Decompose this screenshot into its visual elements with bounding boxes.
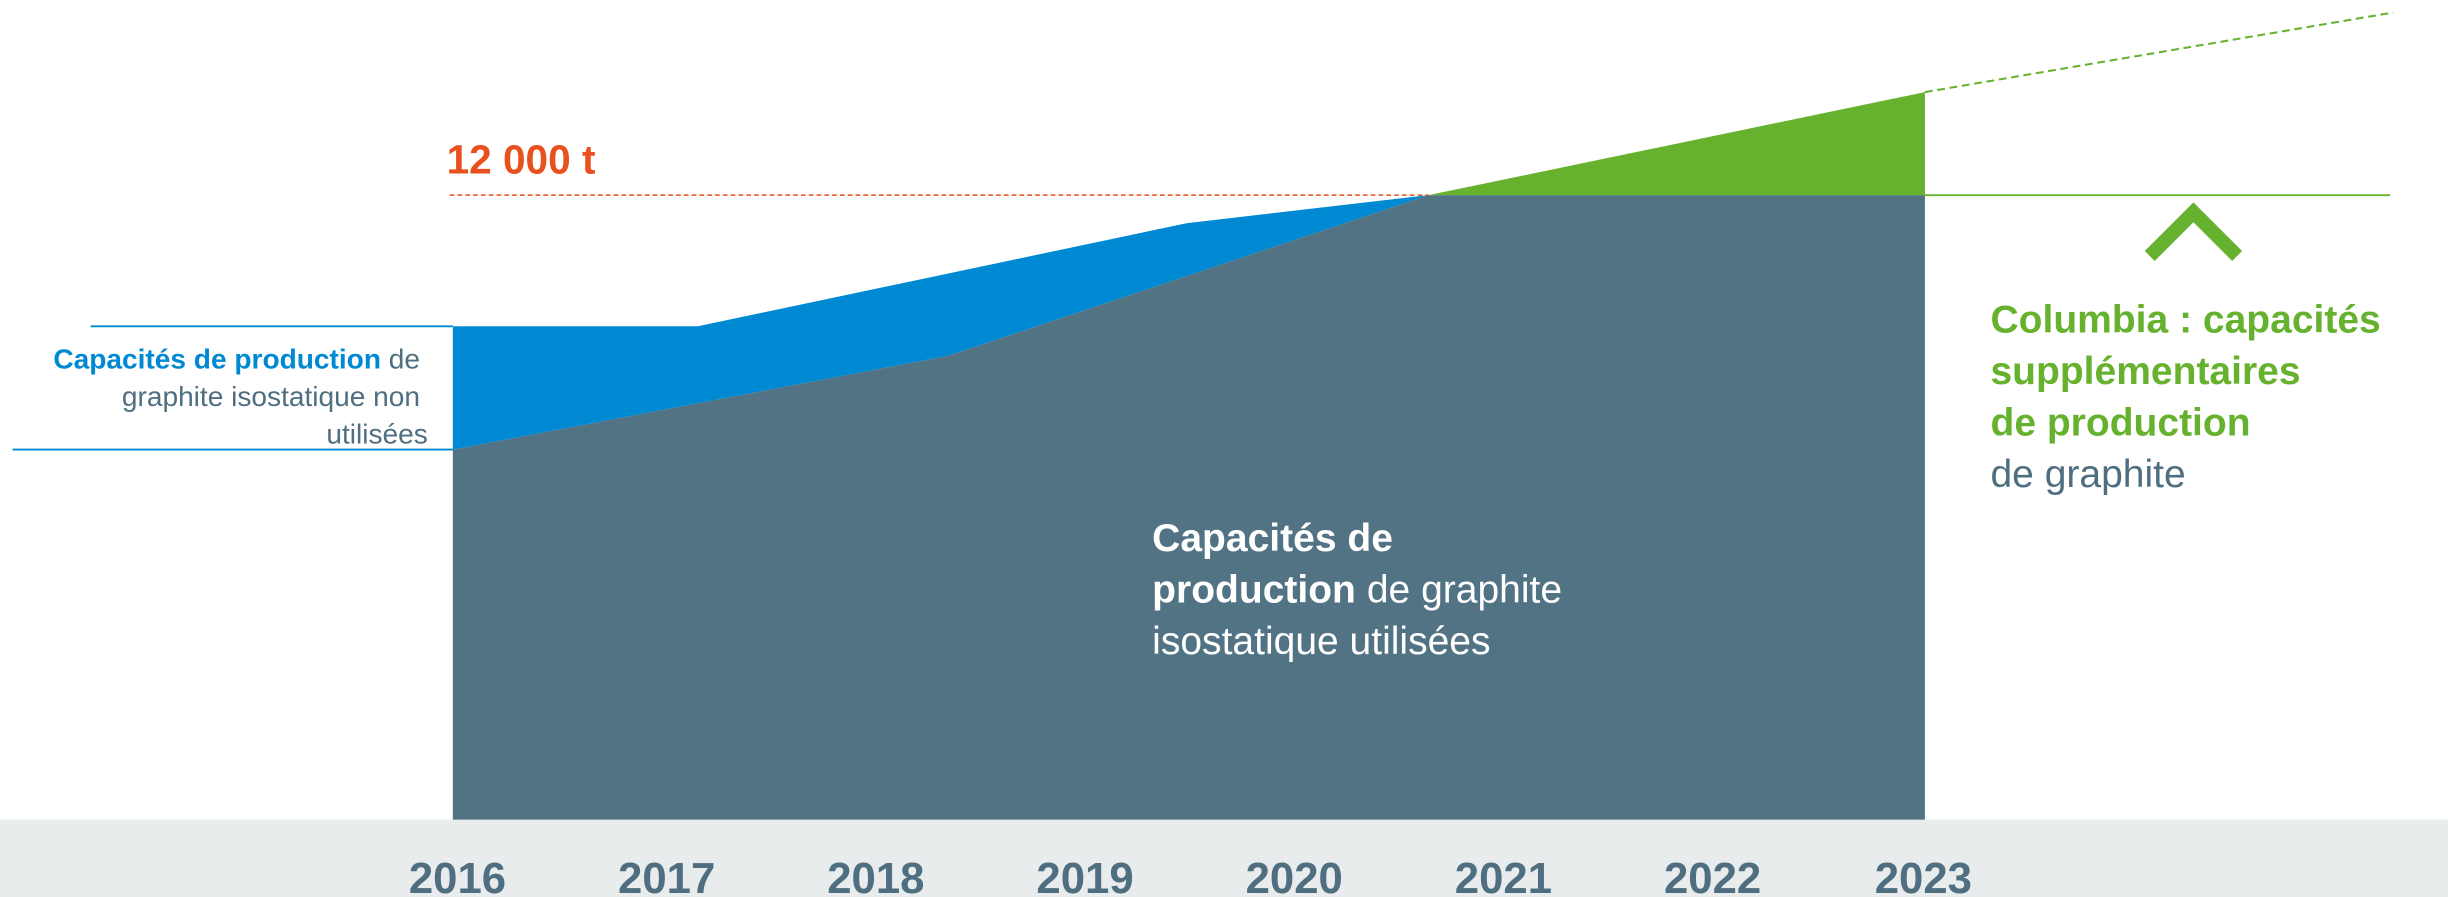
year-label: 2016	[409, 854, 506, 897]
used-bold: Capacités de	[1152, 517, 1393, 560]
year-label: 2018	[827, 854, 924, 897]
year-label: 2021	[1455, 854, 1552, 897]
year-label: 2020	[1246, 854, 1343, 897]
unused-label: Capacités de production de graphite isost…	[53, 343, 427, 449]
columbia-line: Columbia : capacités	[1990, 299, 2380, 342]
year-label: 2017	[618, 854, 715, 897]
year-label: 2019	[1036, 854, 1133, 897]
unused-bold: Capacités de production	[53, 343, 381, 374]
used-line: isostatique utilisées	[1152, 620, 1490, 663]
unused-line: graphite isostatique non	[122, 381, 420, 412]
used-label: Capacités de production de graphite isost…	[1152, 517, 1573, 663]
columbia-line: de graphite	[1990, 453, 2185, 496]
columbia-label: Columbia : capacités supplémentaires de …	[1990, 299, 2391, 497]
unused-rest: de	[389, 343, 420, 374]
threshold-label: 12 000 t	[447, 136, 596, 182]
used-rest: de graphite	[1367, 569, 1562, 612]
unused-area	[452, 195, 1429, 450]
year-label: 2023	[1875, 854, 1972, 897]
columbia-line: de production	[1990, 402, 2250, 445]
unused-line: utilisées	[326, 418, 427, 449]
year-label: 2022	[1664, 854, 1761, 897]
projection-line	[1924, 11, 2394, 94]
used-bold: production	[1152, 569, 1356, 612]
year-band	[0, 819, 2448, 897]
columbia-line: supplémentaires	[1990, 350, 2300, 393]
columbia-area	[1428, 92, 1925, 196]
caret	[2144, 202, 2243, 261]
used-area	[452, 195, 1925, 820]
